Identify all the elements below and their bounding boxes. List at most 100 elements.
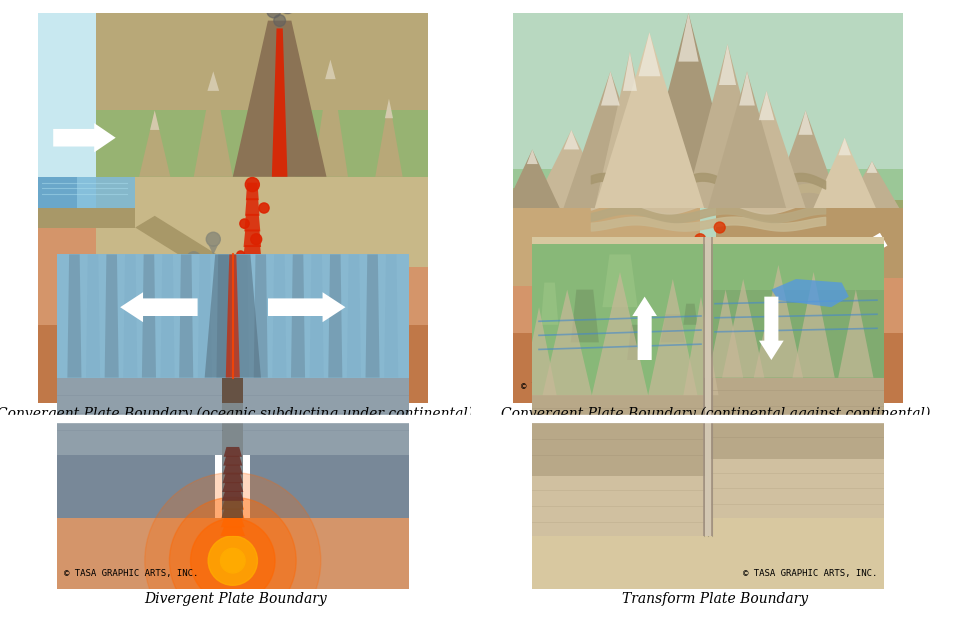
Polygon shape bbox=[532, 244, 708, 395]
Polygon shape bbox=[180, 254, 193, 378]
Polygon shape bbox=[708, 244, 884, 378]
Circle shape bbox=[695, 234, 706, 244]
Polygon shape bbox=[771, 110, 841, 208]
Polygon shape bbox=[249, 52, 296, 177]
Circle shape bbox=[191, 518, 276, 603]
Polygon shape bbox=[684, 296, 718, 395]
Polygon shape bbox=[660, 314, 685, 342]
Polygon shape bbox=[135, 243, 330, 368]
Circle shape bbox=[274, 15, 285, 26]
Polygon shape bbox=[216, 254, 230, 378]
Polygon shape bbox=[223, 482, 244, 492]
Polygon shape bbox=[637, 13, 739, 208]
Polygon shape bbox=[570, 289, 599, 342]
Circle shape bbox=[278, 0, 296, 13]
Polygon shape bbox=[96, 110, 428, 177]
Polygon shape bbox=[513, 188, 700, 286]
Text: © TASA GRAPHIC ARTS, INC.: © TASA GRAPHIC ARTS, INC. bbox=[743, 569, 877, 579]
Polygon shape bbox=[222, 500, 244, 509]
Polygon shape bbox=[793, 272, 835, 378]
Polygon shape bbox=[170, 292, 179, 301]
Circle shape bbox=[259, 203, 269, 213]
FancyArrow shape bbox=[53, 123, 116, 152]
Polygon shape bbox=[532, 476, 708, 536]
Polygon shape bbox=[37, 177, 77, 208]
Polygon shape bbox=[221, 526, 245, 536]
Polygon shape bbox=[648, 279, 697, 395]
Circle shape bbox=[266, 0, 285, 5]
Polygon shape bbox=[223, 474, 243, 483]
Polygon shape bbox=[754, 265, 803, 378]
Polygon shape bbox=[139, 110, 170, 177]
Circle shape bbox=[256, 298, 264, 305]
Text: © TASA GRAPHIC ARTS, INC.: © TASA GRAPHIC ARTS, INC. bbox=[63, 569, 198, 579]
Polygon shape bbox=[708, 458, 884, 518]
Polygon shape bbox=[235, 254, 250, 378]
Polygon shape bbox=[684, 304, 697, 325]
Circle shape bbox=[722, 250, 733, 260]
Polygon shape bbox=[273, 254, 286, 378]
Circle shape bbox=[714, 222, 725, 233]
Polygon shape bbox=[37, 325, 428, 403]
Circle shape bbox=[683, 274, 695, 287]
Circle shape bbox=[237, 251, 245, 259]
Polygon shape bbox=[728, 91, 805, 208]
Polygon shape bbox=[240, 308, 265, 325]
Polygon shape bbox=[245, 198, 259, 216]
Polygon shape bbox=[719, 44, 736, 85]
Polygon shape bbox=[838, 138, 851, 156]
Polygon shape bbox=[743, 324, 751, 332]
Polygon shape bbox=[799, 110, 812, 135]
FancyArrow shape bbox=[633, 296, 657, 360]
Polygon shape bbox=[57, 254, 409, 378]
Text: Convergent Plate Boundary (oceanic subducting under continental): Convergent Plate Boundary (oceanic subdu… bbox=[0, 406, 473, 420]
Polygon shape bbox=[142, 254, 156, 378]
FancyArrow shape bbox=[120, 292, 198, 322]
Polygon shape bbox=[224, 447, 242, 457]
Polygon shape bbox=[527, 149, 538, 164]
Polygon shape bbox=[226, 254, 240, 378]
Polygon shape bbox=[123, 254, 137, 378]
Polygon shape bbox=[246, 182, 259, 200]
Text: Divergent Plate Boundary: Divergent Plate Boundary bbox=[144, 592, 326, 606]
Polygon shape bbox=[221, 517, 245, 527]
Polygon shape bbox=[37, 208, 135, 227]
Circle shape bbox=[741, 313, 754, 326]
Polygon shape bbox=[708, 289, 884, 378]
Polygon shape bbox=[542, 289, 591, 395]
Polygon shape bbox=[739, 71, 755, 106]
FancyArrow shape bbox=[759, 296, 783, 360]
Polygon shape bbox=[384, 254, 398, 378]
Polygon shape bbox=[704, 305, 712, 312]
Text: Transform Plate Boundary: Transform Plate Boundary bbox=[622, 592, 808, 606]
Polygon shape bbox=[845, 161, 900, 208]
Polygon shape bbox=[591, 272, 648, 395]
Polygon shape bbox=[623, 52, 636, 91]
Polygon shape bbox=[291, 254, 305, 378]
Polygon shape bbox=[242, 260, 263, 278]
Polygon shape bbox=[540, 283, 559, 325]
Polygon shape bbox=[37, 177, 135, 208]
Polygon shape bbox=[627, 325, 648, 360]
Polygon shape bbox=[189, 264, 199, 275]
Circle shape bbox=[167, 279, 181, 293]
Polygon shape bbox=[813, 138, 876, 208]
Polygon shape bbox=[96, 13, 428, 177]
Polygon shape bbox=[762, 266, 771, 273]
Circle shape bbox=[221, 548, 245, 573]
Polygon shape bbox=[160, 254, 175, 378]
Polygon shape bbox=[265, 52, 278, 71]
Polygon shape bbox=[207, 71, 219, 91]
Polygon shape bbox=[233, 20, 326, 177]
Text: Convergent Plate Boundary (continental against continental): Convergent Plate Boundary (continental a… bbox=[500, 406, 930, 420]
Polygon shape bbox=[208, 245, 218, 255]
Polygon shape bbox=[802, 285, 809, 293]
Polygon shape bbox=[251, 455, 409, 518]
Polygon shape bbox=[521, 307, 557, 395]
Polygon shape bbox=[607, 285, 614, 293]
Polygon shape bbox=[706, 237, 710, 536]
Polygon shape bbox=[716, 200, 903, 278]
Polygon shape bbox=[758, 91, 775, 120]
Polygon shape bbox=[223, 378, 244, 518]
Polygon shape bbox=[513, 239, 903, 403]
